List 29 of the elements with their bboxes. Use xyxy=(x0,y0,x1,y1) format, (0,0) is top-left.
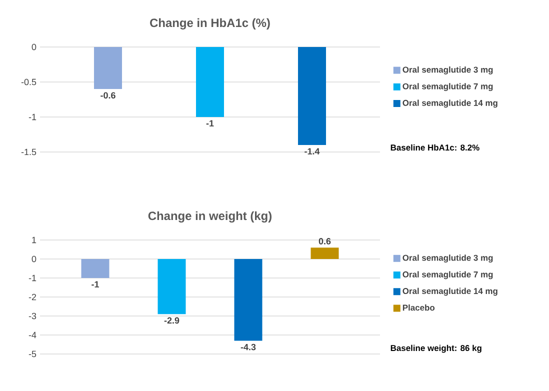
data-label: -0.6 xyxy=(100,92,116,99)
y-tick-label: -3 xyxy=(28,312,36,320)
text: Baseline weight: 86 kg xyxy=(390,344,482,353)
data-label: -1 xyxy=(92,281,99,288)
y-tick-label: -4 xyxy=(28,332,36,338)
y-tick-label: 0 xyxy=(32,44,36,50)
y-tick-label: -0.5 xyxy=(21,78,36,86)
legend-label: Oral semaglutide 14 mg xyxy=(402,100,498,108)
chart-title: Change in weight (kg) xyxy=(148,211,272,222)
data-label: -1 xyxy=(206,120,214,126)
legend-label: Oral semaglutide 14 mg xyxy=(402,288,498,296)
y-tick-label: -5 xyxy=(28,350,36,358)
y-tick-label: 1 xyxy=(32,236,36,244)
y-tick-label: 0 xyxy=(32,256,36,262)
y-tick-label: -2 xyxy=(28,294,36,300)
legend-label: Oral semaglutide 3 mg xyxy=(402,254,493,263)
chart-title: Change in HbA1c (%) xyxy=(150,18,270,30)
legend-label: Oral semaglutide 3 mg xyxy=(402,66,493,74)
y-tick-label: -1 xyxy=(28,274,36,282)
legend-label: Oral semaglutide 7 mg xyxy=(402,271,493,280)
data-label: -4.3 xyxy=(240,344,256,350)
legend-label: Oral semaglutide 7 mg xyxy=(402,83,493,92)
data-label: -2.9 xyxy=(164,317,180,324)
y-tick-label: -1.5 xyxy=(21,148,36,156)
data-label: 0.6 xyxy=(318,238,331,244)
data-label: -1.4 xyxy=(304,148,320,154)
y-tick-label: -1 xyxy=(28,114,36,120)
legend-label: Placebo xyxy=(402,304,435,311)
text: Baseline HbA1c: 8.2% xyxy=(390,144,480,151)
